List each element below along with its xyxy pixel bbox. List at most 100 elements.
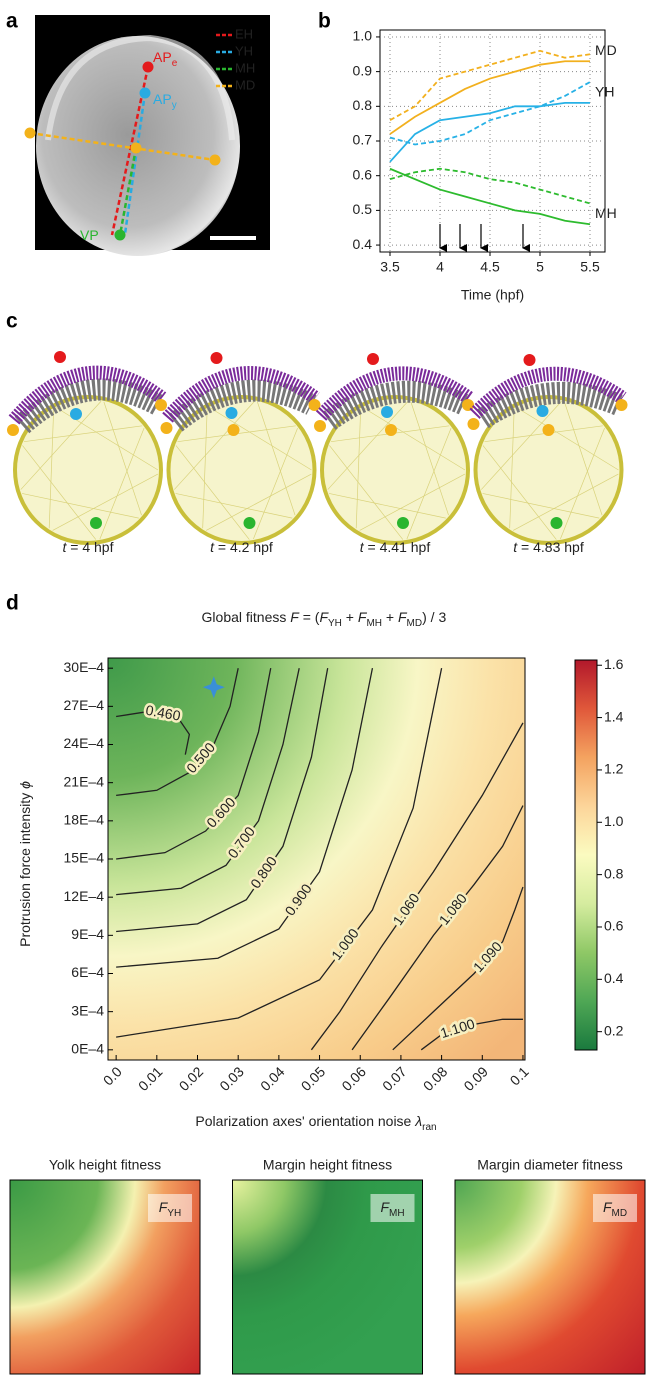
colorbar: [575, 660, 597, 1050]
map-title: Yolk height fitness: [49, 1157, 161, 1173]
map-label-sub: MD: [612, 1208, 628, 1219]
colorbar-tick-label: 1.2: [604, 761, 624, 777]
x-tick-label: 0.02: [176, 1063, 207, 1094]
panel-label: c: [6, 310, 18, 333]
x-label-text: Polarization axes' orientation noise: [195, 1113, 415, 1129]
time-caption: t = 4.2 hpf: [210, 539, 273, 555]
series-line: [390, 103, 590, 162]
title-part: MD: [407, 618, 423, 629]
x-tick-label: 0.1: [507, 1063, 532, 1088]
y-tick-label: 9E–4: [71, 926, 104, 942]
landmark: [70, 408, 82, 420]
legend-label: MH: [235, 60, 255, 75]
landmark-main: AP: [153, 49, 172, 65]
landmark: [309, 399, 321, 411]
landmark: [131, 143, 142, 154]
x-tick-label: 0.03: [216, 1063, 247, 1094]
time-value: = 4.83 hpf: [517, 539, 584, 555]
title-part: YH: [328, 618, 342, 629]
x-tick-label: 3.5: [380, 259, 400, 275]
simulation-snapshot: [314, 353, 474, 543]
title-part: MH: [366, 618, 382, 629]
landmark: [161, 422, 173, 434]
landmark: [244, 517, 256, 529]
landmark: [155, 399, 167, 411]
yolk-mesh: [322, 397, 468, 543]
x-tick-label: 4: [436, 259, 444, 275]
landmark: [210, 155, 221, 166]
x-tick-label: 0.09: [460, 1063, 491, 1094]
y-tick-label: 0E–4: [71, 1041, 104, 1057]
landmark: [543, 424, 555, 436]
colorbar-tick-label: 0.6: [604, 918, 624, 934]
x-tick-label: 0.08: [420, 1063, 451, 1094]
x-label-symbol: λ: [414, 1113, 422, 1129]
y-label-text: Protrusion force intensity: [17, 789, 33, 947]
landmark: [537, 405, 549, 417]
x-tick-label: 0.06: [338, 1063, 369, 1094]
landmark: [90, 517, 102, 529]
landmark: [115, 230, 126, 241]
y-axis-label: Protrusion force intensity ϕ: [17, 781, 33, 947]
yolk-mesh: [169, 397, 315, 543]
time-caption: t = 4.83 hpf: [513, 539, 584, 555]
landmark: [367, 353, 379, 365]
title-part: +: [342, 609, 358, 625]
colorbar-tick-label: 0.2: [604, 1022, 624, 1038]
map-title: Margin diameter fitness: [477, 1157, 623, 1173]
landmark-label: VP: [80, 227, 99, 243]
colorbar-tick-label: 0.8: [604, 865, 624, 881]
landmark: [397, 517, 409, 529]
y-tick-label: 0.8: [353, 97, 373, 113]
simulation-snapshot: [7, 351, 167, 543]
time-caption: t = 4.41 hpf: [360, 539, 431, 555]
legend-label: YH: [235, 43, 253, 58]
map-title: Margin height fitness: [263, 1157, 392, 1173]
x-tick-label: 0.0: [100, 1063, 125, 1088]
y-tick-label: 0.9: [353, 62, 373, 78]
landmark-main: VP: [80, 227, 99, 243]
y-tick-label: 18E–4: [64, 812, 105, 828]
y-tick-label: 3E–4: [71, 1002, 104, 1018]
y-tick-label: 1.0: [353, 28, 373, 44]
landmark: [381, 406, 393, 418]
panel-label: a: [6, 10, 18, 33]
title-part: = (: [299, 609, 320, 625]
x-tick-label: 5.5: [580, 259, 600, 275]
figure: Global fitness F = (FYH + FMH + FMD) / 3…: [0, 0, 646, 1376]
y-tick-label: 0.6: [353, 166, 373, 182]
landmark: [468, 418, 480, 430]
series-line: [390, 169, 590, 225]
landmark: [551, 517, 563, 529]
landmark: [25, 128, 36, 139]
landmark: [228, 424, 240, 436]
legend-label: EH: [235, 26, 253, 41]
map-label-sub: MH: [389, 1208, 405, 1219]
simulation-snapshot: [161, 352, 321, 543]
y-tick-label: 0.4: [353, 236, 373, 252]
colorbar-tick-label: 1.0: [604, 813, 624, 829]
y-tick-label: 21E–4: [64, 773, 105, 789]
landmark: [385, 424, 397, 436]
x-tick-label: 4.5: [480, 259, 500, 275]
simulation-snapshot: [468, 354, 628, 543]
landmark: [140, 88, 151, 99]
colorbar-tick-label: 0.4: [604, 970, 624, 986]
title-part: +: [382, 609, 398, 625]
landmark: [7, 424, 19, 436]
map-label-sub: YH: [167, 1208, 181, 1219]
x-tick-label: 0.05: [298, 1063, 329, 1094]
legend-label: MD: [235, 77, 255, 92]
x-axis-label: Polarization axes' orientation noise λra…: [195, 1113, 436, 1133]
landmark-sub: e: [172, 58, 178, 69]
panel-label: b: [318, 10, 331, 33]
x-axis-label: Time (hpf): [461, 287, 524, 303]
panel-label: d: [6, 592, 19, 615]
landmark: [54, 351, 66, 363]
series-label: YH: [595, 84, 614, 100]
landmark: [616, 399, 628, 411]
title-part: Global fitness: [202, 609, 291, 625]
landmark: [226, 407, 238, 419]
landmark: [314, 420, 326, 432]
title-part: ) / 3: [422, 609, 446, 625]
